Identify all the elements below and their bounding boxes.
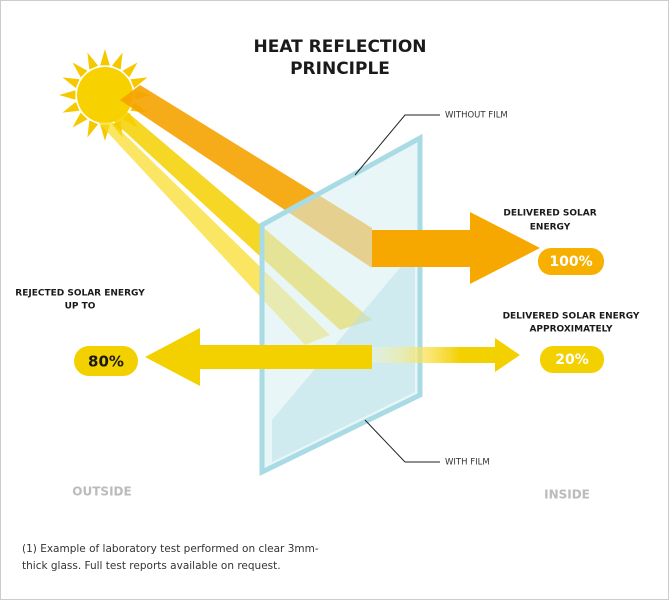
label: UP TO bbox=[65, 302, 96, 312]
glass-label: WITHOUT FILM bbox=[445, 111, 508, 121]
side-label: INSIDE bbox=[544, 488, 590, 502]
diagram: HEAT REFLECTION PRINCIPLE WITHOUT FILM W… bbox=[0, 0, 669, 600]
label: DELIVERED SOLAR ENERGY bbox=[503, 312, 640, 322]
label: ENERGY bbox=[530, 223, 571, 233]
value: 80% bbox=[88, 353, 124, 371]
side-label: OUTSIDE bbox=[72, 485, 131, 499]
title: PRINCIPLE bbox=[290, 59, 390, 79]
label: APPROXIMATELY bbox=[529, 325, 613, 335]
value: 100% bbox=[549, 254, 592, 270]
label: DELIVERED SOLAR bbox=[503, 209, 596, 219]
footnote: (1) Example of laboratory test performed… bbox=[22, 543, 319, 555]
glass-label: WITH FILM bbox=[445, 458, 490, 468]
label: REJECTED SOLAR ENERGY bbox=[15, 289, 145, 299]
footnote: thick glass. Full test reports available… bbox=[22, 560, 281, 572]
title: HEAT REFLECTION bbox=[253, 37, 426, 57]
value: 20% bbox=[555, 352, 589, 368]
